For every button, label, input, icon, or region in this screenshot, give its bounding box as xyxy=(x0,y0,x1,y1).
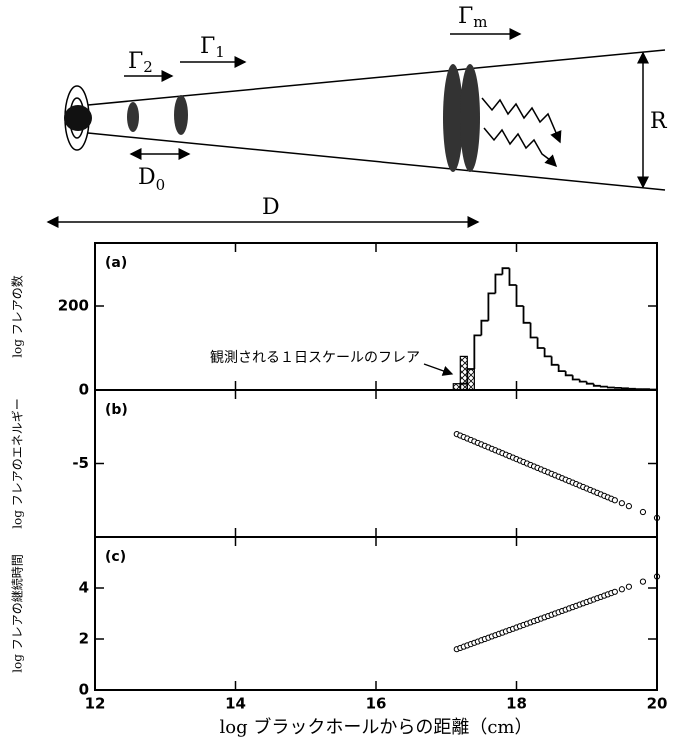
hist-step xyxy=(501,267,510,275)
hist-step xyxy=(480,319,489,336)
blob xyxy=(460,64,480,172)
subscript: 1 xyxy=(215,43,225,61)
x-axis-label: log ブラックホールからの距離（cm） xyxy=(220,716,533,738)
y-tick-label: 2 xyxy=(79,630,89,648)
symbol: Γ xyxy=(128,49,143,74)
point xyxy=(611,497,618,504)
hist-step xyxy=(515,285,524,307)
hist-step xyxy=(592,383,601,387)
panel-frame xyxy=(94,242,658,391)
x-tick-label: 14 xyxy=(225,695,246,713)
hist-step xyxy=(557,364,566,372)
emission-arrow xyxy=(481,97,562,144)
blob xyxy=(127,102,139,132)
point xyxy=(639,578,647,585)
annotation-arrow xyxy=(423,363,454,376)
subscript: m xyxy=(473,13,487,31)
hist-step xyxy=(571,375,580,381)
hist-step xyxy=(543,348,552,358)
r-label: R xyxy=(650,109,668,134)
black-hole xyxy=(64,105,92,131)
hist-step xyxy=(599,385,608,388)
x-tick-label: 16 xyxy=(366,695,387,713)
hist-bar xyxy=(459,355,468,391)
subscript: 2 xyxy=(143,58,153,76)
x-tick-label: 18 xyxy=(506,695,527,713)
y-tick-label: -5 xyxy=(72,454,89,472)
point xyxy=(639,508,647,516)
x-tick-label: 20 xyxy=(647,695,668,713)
hist-step xyxy=(550,356,559,366)
hist-step xyxy=(494,273,503,294)
point xyxy=(625,503,633,510)
y-axis-label: log フレアのエネルギー xyxy=(11,398,25,529)
symbol: D xyxy=(138,165,156,190)
hist-step xyxy=(487,292,496,321)
y-tick-label: 200 xyxy=(58,297,89,315)
point xyxy=(618,500,625,507)
hist-step xyxy=(578,379,587,383)
hist-bar xyxy=(466,368,475,391)
blob xyxy=(443,64,463,172)
hist-step xyxy=(536,337,545,349)
gamma-2-label: Γ2 xyxy=(128,49,153,76)
cone-edge xyxy=(87,49,666,106)
annotation: 観測される１日スケールのフレア xyxy=(210,349,420,366)
hist-step xyxy=(529,322,538,339)
hist-step xyxy=(522,306,531,324)
symbol: Γ xyxy=(200,34,215,59)
hist-step xyxy=(473,334,482,369)
point xyxy=(618,586,625,593)
y-tick-label: 0 xyxy=(79,381,89,399)
x-tick-label: 12 xyxy=(85,695,106,713)
point xyxy=(611,588,618,595)
symbol: Γ xyxy=(458,4,473,29)
panel-label: (c) xyxy=(105,549,126,565)
y-tick-label: 4 xyxy=(79,579,89,597)
panel-frame xyxy=(94,389,658,538)
panel-label: (a) xyxy=(105,255,127,271)
y-axis-label: log フレアの継続時間 xyxy=(10,554,25,673)
point xyxy=(625,583,633,590)
panel-frame xyxy=(94,536,658,691)
y-tick-label: 0 xyxy=(79,681,89,699)
hist-step xyxy=(564,371,573,377)
gamma-m-label: Γm xyxy=(458,4,488,31)
jet-diagram xyxy=(46,28,666,228)
hist-step xyxy=(508,268,517,286)
d0-label: D0 xyxy=(138,165,165,194)
emission-arrow xyxy=(483,127,558,168)
d-label: D xyxy=(262,195,280,220)
subscript: 0 xyxy=(156,176,166,194)
hist-step xyxy=(606,386,615,389)
blob xyxy=(174,95,188,135)
gamma-1-label: Γ1 xyxy=(200,34,225,61)
hist-step xyxy=(585,381,594,385)
panel-label: (b) xyxy=(105,402,128,418)
y-axis-label: log フレアの数 xyxy=(10,275,25,358)
cone-edge xyxy=(87,132,666,191)
